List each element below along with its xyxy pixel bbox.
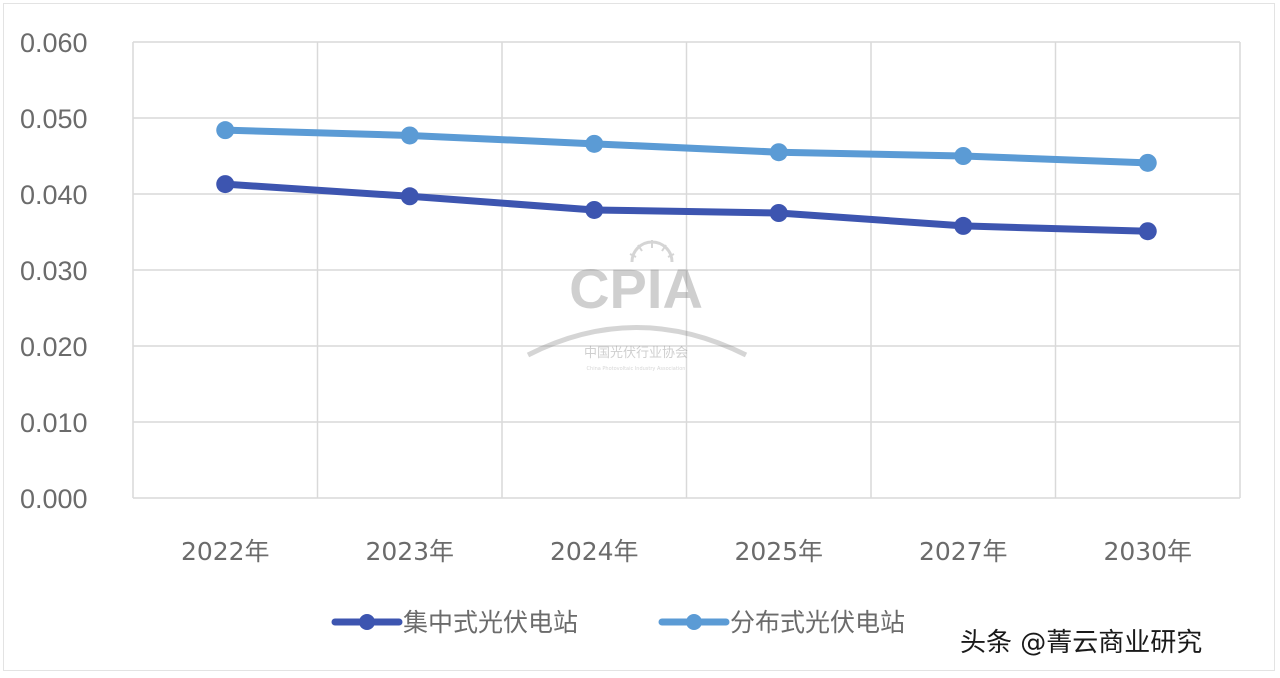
x-axis: 2022年 2023年 2024年 2025年 2027年 2030年 (181, 537, 1192, 566)
y-axis: 0.000 0.010 0.020 0.030 0.040 0.050 0.060 (20, 28, 88, 514)
x-tick-label: 2024年 (550, 537, 639, 566)
source-credit: 头条 @菁云商业研究 (960, 628, 1203, 658)
x-tick-label: 2030年 (1103, 537, 1192, 566)
y-tick-label: 0.050 (20, 104, 88, 134)
legend-label: 集中式光伏电站 (403, 608, 578, 637)
data-series (216, 121, 1157, 241)
y-tick-label: 0.040 (20, 180, 88, 210)
legend-item: 集中式光伏电站 (331, 608, 578, 637)
data-point-marker (400, 126, 419, 145)
data-point-marker (954, 216, 973, 235)
data-point-marker (769, 204, 788, 222)
legend-marker-icon (686, 614, 702, 630)
series-line (221, 126, 1152, 167)
logo-subtitle: 中国光伏行业协会 (584, 346, 688, 361)
data-point-marker (400, 187, 419, 206)
data-point-marker (585, 200, 604, 219)
logo-subtitle-en: China Photovoltaic Industry Association (587, 366, 686, 372)
y-tick-label: 0.010 (20, 408, 88, 438)
y-tick-label: 0.030 (20, 256, 88, 286)
x-tick-label: 2023年 (365, 537, 454, 566)
data-point-marker (216, 121, 235, 140)
image-frame (3, 3, 1275, 671)
y-tick-label: 0.000 (20, 484, 88, 514)
cpia-watermark-logo: CPIA 中国光伏行业协会 China Photovoltaic Industr… (526, 240, 748, 372)
logo-text: CPIA (569, 257, 703, 320)
legend: 集中式光伏电站 分布式光伏电站 (331, 608, 905, 637)
x-tick-label: 2025年 (734, 537, 823, 566)
legend-label: 分布式光伏电站 (730, 608, 905, 637)
legend-marker-icon (359, 614, 375, 630)
legend-item: 分布式光伏电站 (658, 608, 905, 637)
sun-icon (629, 240, 675, 263)
data-point-marker (216, 175, 235, 194)
y-tick-label: 0.060 (20, 28, 88, 58)
data-point-marker (769, 143, 788, 162)
x-tick-label: 2027年 (919, 537, 1008, 566)
data-point-marker (954, 147, 973, 165)
data-point-marker (585, 134, 604, 153)
data-point-marker (1138, 222, 1157, 241)
y-tick-label: 0.020 (20, 332, 88, 362)
series-line (221, 180, 1152, 235)
data-point-marker (1138, 153, 1157, 172)
grid-lines (132, 41, 1241, 499)
x-tick-label: 2022年 (181, 537, 270, 566)
